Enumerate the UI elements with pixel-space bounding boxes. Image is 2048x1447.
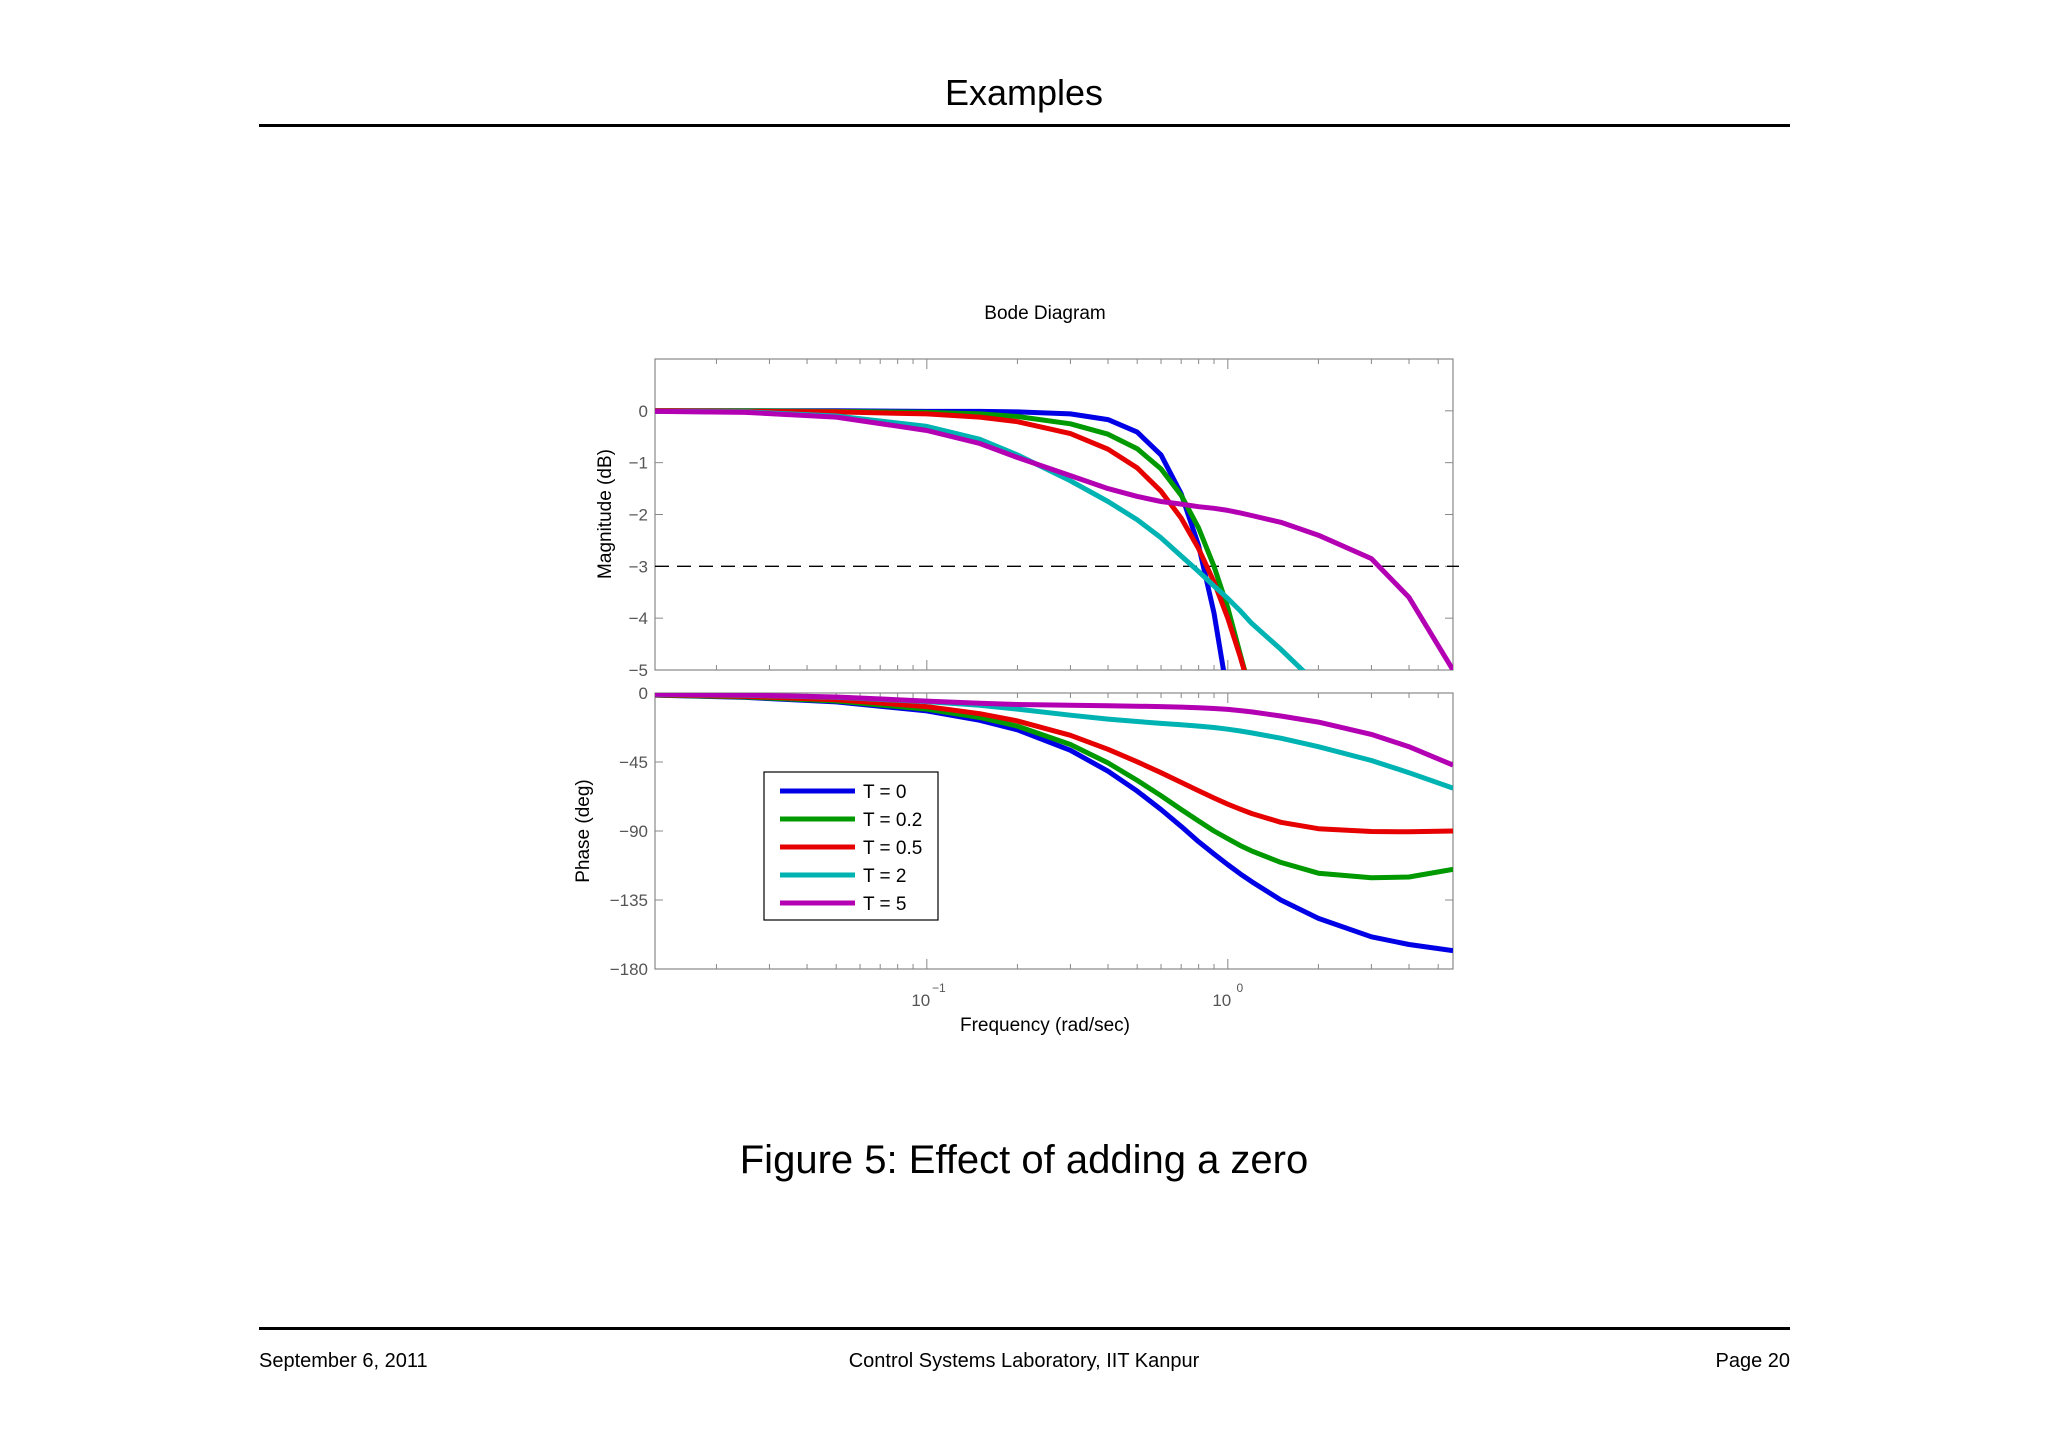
magnitude-line-t-5	[655, 408, 1453, 670]
magnitude-axis-label: Magnitude (dB)	[595, 449, 616, 579]
figure-caption: Figure 5: Effect of adding a zero	[739, 1138, 1309, 1182]
footer-page-number: Page 20	[1715, 1350, 1790, 1372]
y-tick-label: −1	[629, 454, 648, 473]
frequency-axis-label: Frequency (rad/sec)	[960, 1015, 1130, 1036]
footer-rule	[259, 1327, 1790, 1330]
footer-lab: Control Systems Laboratory, IIT Kanpur	[848, 1350, 1200, 1372]
y-tick-label: 0	[639, 684, 648, 703]
magnitude-line-t-2	[655, 408, 1306, 670]
legend: T = 0 T = 0.2 T = 0.5 T = 2 T = 5	[763, 771, 939, 921]
y-tick-label: −135	[610, 891, 648, 910]
magnitude-panel: 0 −1 −2 −3 −4 −5 Magnitude (dB)	[595, 358, 1459, 680]
magnitude-plot-frame	[654, 358, 1454, 671]
y-tick-label: −180	[610, 960, 648, 979]
x-tick-exponent: 0	[1236, 981, 1243, 995]
footer-date: September 6, 2011	[259, 1350, 428, 1372]
phase-panel: 0 −45 −90 −135 −180 Phase (deg)	[573, 684, 1454, 979]
phase-axis-label: Phase (deg)	[573, 779, 594, 883]
y-tick-label: −2	[629, 506, 648, 525]
chart-title: Bode Diagram	[984, 303, 1105, 324]
magnitude-line-t-0-5	[655, 408, 1247, 670]
phase-line-t-5	[655, 693, 1453, 768]
phase-line-t-0-5	[655, 693, 1453, 835]
phase-line-t-0-2	[655, 693, 1453, 881]
y-tick-label: −90	[619, 822, 648, 841]
x-tick-label: 10	[1212, 991, 1231, 1010]
y-tick-label: −5	[629, 661, 648, 680]
y-tick-label: 0	[639, 402, 648, 421]
x-tick-exponent: −1	[932, 981, 946, 995]
x-tick-label: 10	[911, 991, 930, 1010]
y-tick-label: −45	[619, 753, 648, 772]
legend-label: T = 0.5	[863, 838, 922, 859]
y-tick-label: −3	[629, 557, 648, 576]
legend-label: T = 0	[863, 782, 906, 803]
legend-label: T = 2	[863, 866, 906, 887]
legend-label: T = 5	[863, 894, 906, 915]
slide-title: Examples	[944, 72, 1104, 113]
y-tick-label: −4	[629, 609, 648, 628]
legend-label: T = 0.2	[863, 810, 922, 831]
header-rule	[259, 124, 1790, 127]
